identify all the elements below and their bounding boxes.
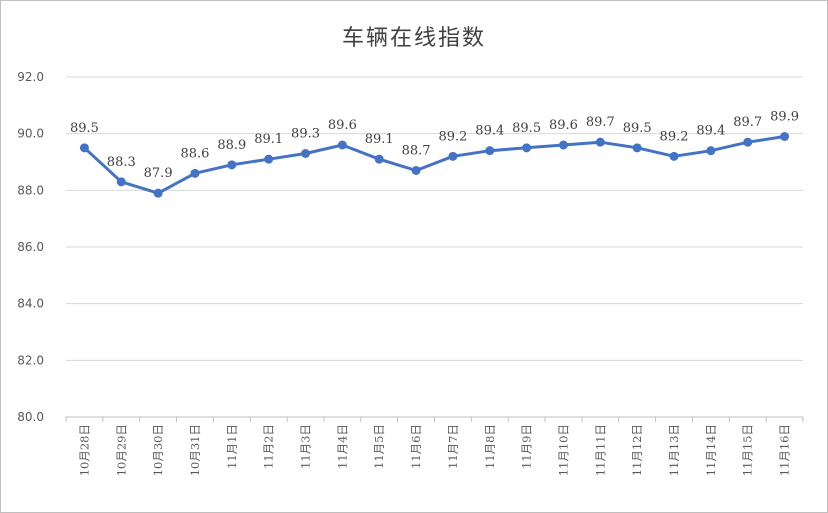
chart-title: 车辆在线指数 bbox=[341, 26, 486, 51]
series-line-group bbox=[82, 135, 787, 195]
data-point bbox=[706, 146, 716, 156]
data-point bbox=[116, 177, 126, 187]
y-tick-label: 92.0 bbox=[17, 70, 44, 84]
data-point bbox=[780, 132, 790, 141]
x-tick-label: 11月7日 bbox=[446, 424, 460, 469]
data-label: 89.6 bbox=[549, 118, 578, 133]
data-point bbox=[595, 137, 605, 147]
x-axis-ticks: 10月28日 10月29日 10月30日 10月31日 11月1日 11月2日 11月3日 1… bbox=[77, 424, 791, 476]
data-label: 88.9 bbox=[217, 138, 246, 153]
x-tick-label: 11月9日 bbox=[520, 424, 534, 469]
data-label: 89.9 bbox=[770, 110, 799, 125]
data-label: 88.3 bbox=[107, 155, 136, 170]
data-point bbox=[337, 140, 347, 150]
data-point bbox=[522, 143, 532, 153]
data-point bbox=[301, 149, 311, 158]
data-point bbox=[227, 160, 237, 170]
data-point bbox=[558, 140, 568, 150]
data-label: 89.2 bbox=[660, 129, 689, 144]
data-point bbox=[79, 143, 89, 153]
data-label: 88.6 bbox=[180, 146, 209, 161]
x-axis bbox=[65, 416, 804, 422]
data-label: 89.5 bbox=[70, 121, 99, 136]
y-tick-label: 82.0 bbox=[17, 353, 44, 367]
data-point bbox=[485, 146, 495, 156]
data-label: 87.9 bbox=[144, 166, 173, 181]
data-point bbox=[190, 168, 200, 178]
data-point bbox=[448, 151, 458, 161]
gridlines bbox=[66, 76, 803, 361]
y-axis-ticks: 80.0 82.0 84.0 86.0 88.0 90.0 92.0 bbox=[17, 70, 44, 424]
x-tick-label: 10月30日 bbox=[151, 424, 165, 476]
y-tick-label: 88.0 bbox=[17, 183, 44, 197]
series-line bbox=[82, 135, 787, 195]
data-label: 89.5 bbox=[623, 121, 652, 136]
x-tick-label: 10月31日 bbox=[188, 424, 202, 476]
x-tick-label: 11月14日 bbox=[704, 424, 718, 476]
x-tick-label: 11月10日 bbox=[556, 424, 570, 476]
x-tick-label: 11月5日 bbox=[372, 424, 386, 469]
y-tick-label: 80.0 bbox=[17, 410, 44, 424]
data-label: 89.1 bbox=[365, 132, 394, 147]
x-tick-label: 11月8日 bbox=[483, 424, 497, 469]
data-label: 88.7 bbox=[402, 144, 431, 159]
x-tick-label: 11月15日 bbox=[741, 424, 755, 476]
data-label: 89.5 bbox=[512, 121, 541, 136]
data-label: 89.1 bbox=[254, 132, 283, 147]
data-label: 89.7 bbox=[733, 115, 762, 130]
data-point bbox=[743, 137, 753, 147]
data-point bbox=[264, 154, 274, 164]
data-label: 89.2 bbox=[438, 129, 467, 144]
data-point bbox=[411, 166, 421, 175]
x-tick-label: 11月13日 bbox=[667, 424, 681, 476]
data-points bbox=[79, 132, 790, 198]
data-point bbox=[153, 188, 163, 198]
x-tick-label: 11月1日 bbox=[225, 424, 239, 469]
data-point bbox=[632, 143, 642, 153]
x-tick-label: 11月4日 bbox=[335, 424, 349, 469]
data-label: 89.6 bbox=[328, 118, 357, 133]
x-tick-label: 11月2日 bbox=[262, 424, 276, 469]
x-tick-label: 10月29日 bbox=[114, 424, 128, 476]
data-label: 89.4 bbox=[696, 124, 725, 139]
data-label: 89.3 bbox=[291, 127, 320, 142]
x-tick-label: 11月3日 bbox=[299, 424, 313, 469]
data-label: 89.4 bbox=[475, 124, 504, 139]
x-tick-label: 10月28日 bbox=[77, 424, 91, 476]
x-tick-label: 11月11日 bbox=[593, 424, 607, 476]
data-point bbox=[374, 154, 384, 164]
data-label: 89.7 bbox=[586, 115, 615, 130]
data-labels: 89.5 88.3 87.9 88.6 88.9 89.1 89.3 89.6 89.1 88.7… bbox=[70, 110, 799, 182]
y-tick-label: 86.0 bbox=[17, 240, 44, 254]
data-point bbox=[669, 151, 679, 161]
x-tick-label: 11月12日 bbox=[630, 424, 644, 476]
y-tick-label: 90.0 bbox=[17, 127, 44, 141]
x-tick-label: 11月6日 bbox=[409, 424, 423, 469]
x-tick-label: 11月16日 bbox=[778, 424, 792, 476]
y-tick-label: 84.0 bbox=[17, 297, 44, 311]
